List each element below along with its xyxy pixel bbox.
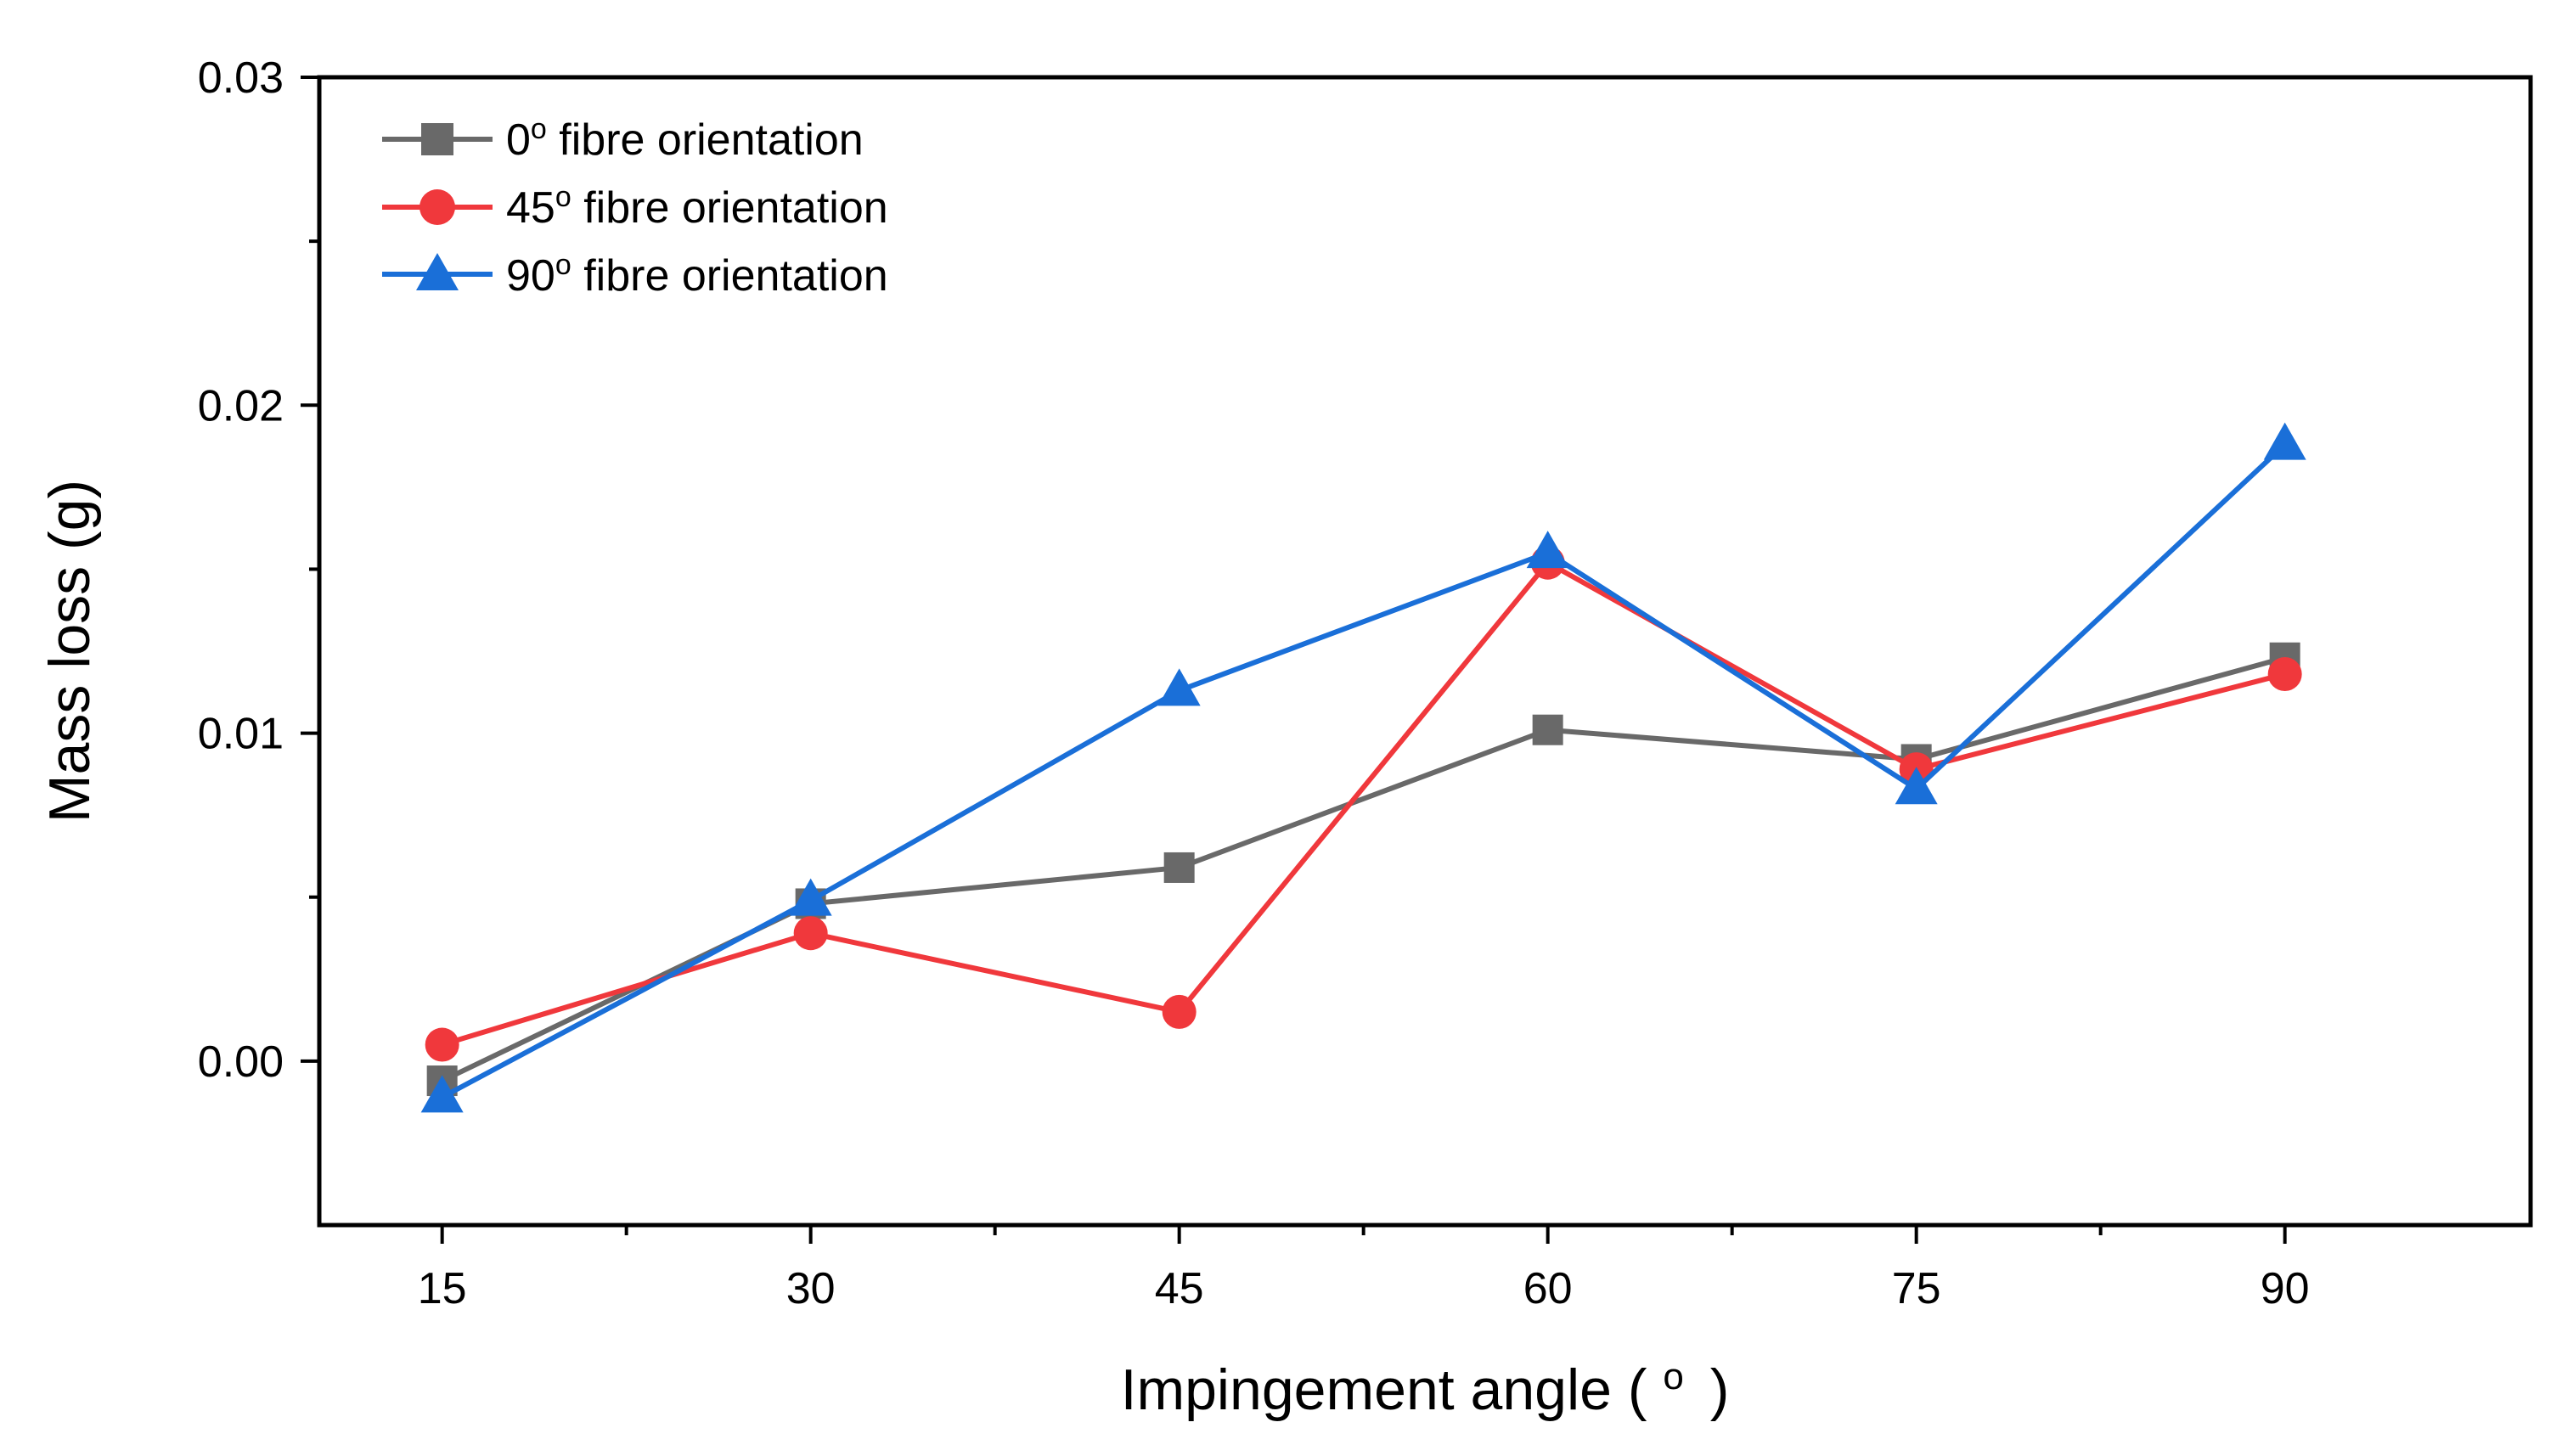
- x-axis-ticks: 15 30 45 60 75 90: [418, 1225, 2310, 1313]
- data-point-square: [1532, 714, 1563, 745]
- x-tick-label: 30: [786, 1264, 836, 1313]
- legend-label-45-deg: 45o fibre orientation: [506, 181, 888, 233]
- x-axis-title-main: Impingement angle (: [1121, 1358, 1647, 1422]
- x-axis-title-close: ): [1710, 1358, 1730, 1422]
- data-point-triangle: [789, 878, 832, 916]
- plot-frame: [317, 75, 2533, 1228]
- legend-marker-0-deg: [421, 123, 453, 155]
- x-axis-title-degree: o: [1663, 1356, 1683, 1397]
- x-tick-label: 90: [2261, 1264, 2310, 1313]
- series-line: [441, 442, 2287, 1099]
- x-tick-label: 15: [418, 1264, 467, 1313]
- data-point-circle: [1162, 994, 1197, 1029]
- legend-marker-45-deg: [419, 189, 455, 225]
- series-square: [426, 642, 2300, 1097]
- legend: 0o fibre orientation 45o fibre orientati…: [382, 113, 888, 301]
- series-layer: [420, 422, 2306, 1113]
- data-point-triangle: [1526, 531, 1569, 569]
- data-point-triangle: [2263, 422, 2306, 460]
- x-tick-label: 45: [1155, 1264, 1204, 1313]
- series-line: [441, 559, 2286, 1048]
- y-tick-label: 0.01: [198, 710, 284, 759]
- y-axis-title: Mass loss (g): [37, 480, 102, 823]
- legend-label-90-deg: 90o fibre orientation: [506, 249, 888, 301]
- data-point-square: [1163, 852, 1195, 883]
- x-axis-title: Impingement angle ( o ): [1121, 1356, 1730, 1423]
- series-triangle: [420, 422, 2306, 1113]
- y-tick-label: 0.03: [198, 53, 284, 103]
- y-axis-ticks: 0.00 0.01 0.02 0.03: [198, 53, 319, 1087]
- y-tick-label: 0.00: [198, 1037, 284, 1087]
- x-tick-label: 75: [1892, 1264, 1941, 1313]
- legend-entry-0-deg: 0o fibre orientation: [382, 113, 864, 165]
- series-line: [441, 655, 2286, 1083]
- data-point-triangle: [1157, 668, 1201, 706]
- data-point-circle: [2267, 657, 2302, 692]
- x-tick-label: 60: [1523, 1264, 1573, 1313]
- data-point-triangle: [420, 1075, 464, 1113]
- data-point-triangle: [1895, 767, 1938, 805]
- legend-marker-90-deg: [416, 253, 459, 290]
- y-tick-label: 0.02: [198, 381, 284, 430]
- legend-entry-90-deg: 90o fibre orientation: [382, 249, 888, 301]
- legend-label-0-deg: 0o fibre orientation: [506, 113, 864, 165]
- legend-entry-45-deg: 45o fibre orientation: [382, 181, 888, 233]
- data-point-circle: [793, 916, 828, 951]
- data-point-circle: [425, 1027, 459, 1062]
